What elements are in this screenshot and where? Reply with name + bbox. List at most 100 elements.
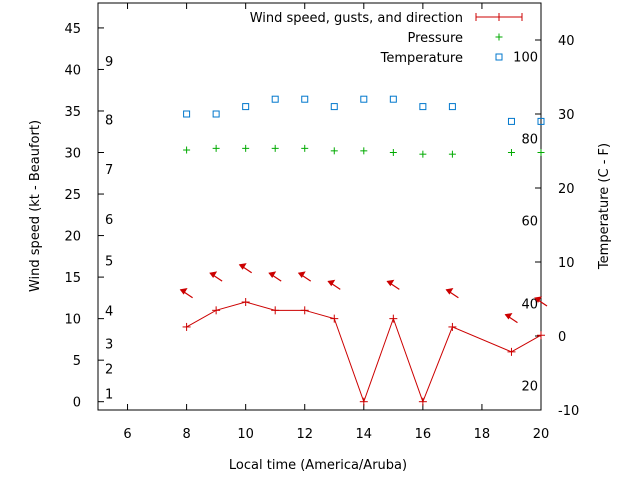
wind-speed-line [186, 301, 542, 404]
y-left-tick-label: 30 [64, 147, 81, 162]
x-tick-label: 16 [415, 427, 432, 442]
x-tick-label: 6 [123, 427, 131, 442]
fahrenheit-label: 40 [521, 297, 538, 312]
pressure-point [271, 144, 279, 152]
x-axis-label: Local time (America/Aruba) [229, 458, 407, 473]
pressure-point [212, 144, 220, 152]
wind-direction-arrow [386, 279, 400, 290]
fahrenheit-label: 60 [521, 215, 538, 230]
beaufort-label: 7 [105, 163, 113, 178]
legend-label: Wind speed, gusts, and direction [250, 11, 463, 26]
pressure-point [448, 150, 456, 158]
wind-speed-point [330, 314, 339, 323]
wind-speed-point [507, 347, 516, 356]
fahrenheit-label: 80 [521, 132, 538, 147]
legend-label: Temperature [380, 51, 463, 66]
y-left-tick-label: 35 [64, 105, 81, 120]
plot-frame [97, 2, 542, 411]
pressure-point [301, 144, 309, 152]
arrow-head [179, 288, 188, 295]
pressure-point [360, 147, 368, 155]
wind-speed-point [212, 306, 221, 315]
legend: Wind speed, gusts, and direction Pressure… [250, 11, 523, 66]
x-tick-label: 18 [474, 427, 491, 442]
series-layer [179, 95, 548, 406]
temperature-point [271, 95, 279, 103]
temperature-point [301, 95, 309, 103]
y-left-tick-label: 5 [73, 354, 81, 369]
legend-label: Pressure [407, 31, 463, 46]
wind-direction-arrow [179, 288, 193, 299]
beaufort-label: 8 [105, 113, 113, 128]
y-left-tick-label: 20 [64, 230, 81, 245]
y-left-tick-label: 45 [64, 22, 81, 37]
temperature-point [507, 117, 515, 125]
wind-speed-point [418, 397, 427, 406]
y-axis-left-label: Wind speed (kt - Beaufort) [28, 120, 43, 292]
arrow-head [268, 271, 277, 278]
arrow-head [445, 288, 454, 295]
y-right-tick-label: 10 [558, 256, 575, 271]
pressure-point [507, 149, 515, 157]
beaufort-label: 4 [105, 304, 113, 319]
arrow-head [327, 279, 336, 287]
wind-speed-point [271, 306, 280, 315]
temperature-point [360, 95, 368, 103]
pressure-point [537, 149, 545, 157]
arrow-head [297, 271, 306, 278]
pressure-point [242, 144, 250, 152]
wind-direction-arrow [327, 279, 341, 290]
wind-direction-arrow [504, 312, 518, 324]
temperature-point [212, 110, 220, 118]
ticks: 6 8 10 12 14 16 18 20051015202530354045-1001020… [64, 3, 579, 442]
fahrenheit-label: 100 [513, 50, 538, 65]
legend-swatch-plus [495, 33, 503, 41]
arrow-head [386, 279, 395, 287]
x-tick-label: 12 [296, 427, 313, 442]
wind-direction-arrow [209, 271, 223, 282]
y-right-tick-label: 0 [558, 330, 566, 345]
legend-swatch-square [495, 53, 503, 61]
x-tick-label: 8 [182, 427, 190, 442]
wind-direction-arrow [297, 271, 312, 282]
temperature-point [448, 103, 456, 111]
y-left-tick-label: 40 [64, 63, 81, 78]
arrow-head [209, 271, 218, 278]
x-tick-label: 10 [237, 427, 254, 442]
legend-swatch-plus [495, 13, 503, 21]
y-left-tick-label: 10 [64, 313, 81, 328]
x-tick-label: 20 [533, 427, 550, 442]
wind-direction-arrow [534, 296, 548, 307]
beaufort-label: 2 [105, 362, 113, 377]
wind-direction-arrow [445, 288, 459, 299]
axes [97, 2, 542, 411]
wind-speed-point [241, 298, 250, 307]
wind-speed-point [359, 397, 368, 406]
pressure-point [389, 149, 397, 157]
temperature-point [330, 103, 338, 111]
temperature-point [537, 117, 545, 125]
y-left-tick-label: 15 [64, 271, 81, 286]
temperature-point [419, 103, 427, 111]
y-right-tick-label: 30 [558, 108, 575, 123]
temperature-point [389, 95, 397, 103]
pressure-point [419, 150, 427, 158]
y-right-tick-label: 40 [558, 34, 575, 49]
x-tick-label: 14 [356, 427, 373, 442]
arrow-head [504, 312, 513, 320]
y-left-tick-label: 25 [64, 188, 81, 203]
wind-direction-arrow [268, 271, 282, 282]
beaufort-label: 5 [105, 254, 113, 269]
y-right-tick-label: -10 [558, 404, 579, 419]
beaufort-label: 3 [105, 338, 113, 353]
y-right-tick-label: 20 [558, 182, 575, 197]
y-left-tick-label: 0 [73, 396, 81, 411]
y-axis-right-label: Temperature (C - F) [597, 143, 612, 270]
beaufort-label: 6 [105, 213, 113, 228]
wind-direction-arrow [238, 263, 252, 274]
beaufort-label: 9 [105, 55, 113, 70]
temperature-point [242, 103, 250, 111]
temperature-point [183, 110, 191, 118]
